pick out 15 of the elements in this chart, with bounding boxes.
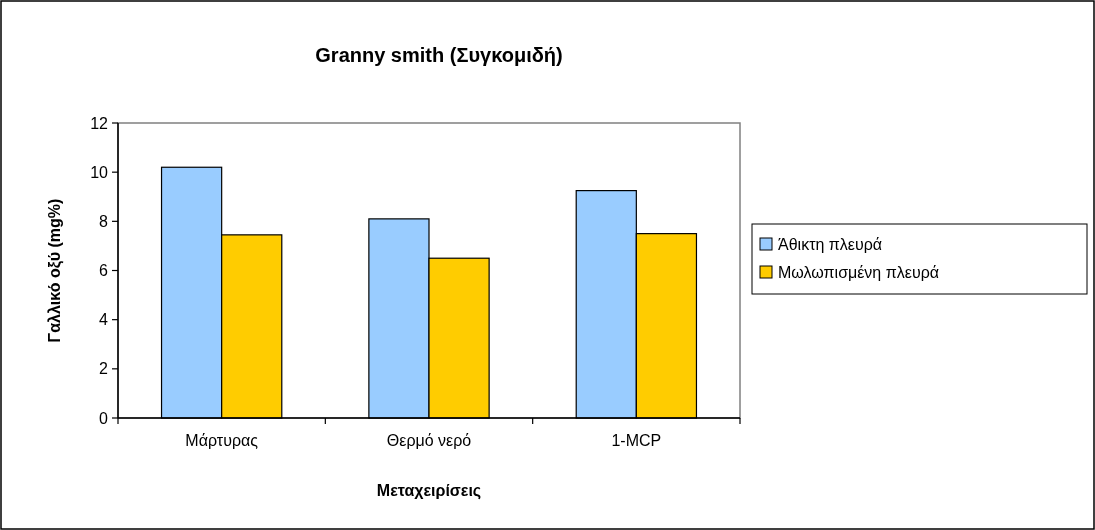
legend-label: Άθικτη πλευρά <box>778 235 883 253</box>
y-tick-label: 0 <box>99 409 109 427</box>
x-tick-label: Θερμό νερό <box>386 432 472 449</box>
x-axis-title: Μεταχειρίσεις <box>376 482 482 500</box>
y-tick-label: 4 <box>99 311 109 329</box>
legend-label: Μωλωπισμένη πλευρά <box>778 263 939 281</box>
y-tick-label: 8 <box>99 212 109 230</box>
y-tick-label: 2 <box>99 360 109 378</box>
x-tick-label: Μάρτυρας <box>185 432 259 449</box>
y-tick-label: 10 <box>90 163 109 181</box>
y-axis-title: Γαλλικό οξύ (mg%) <box>46 198 64 343</box>
x-tick-label: 1-MCP <box>611 432 662 449</box>
chart-title: Granny smith (Συγκομιδή) <box>315 44 563 66</box>
y-tick-label: 12 <box>90 114 109 132</box>
y-tick-label: 6 <box>99 262 109 280</box>
